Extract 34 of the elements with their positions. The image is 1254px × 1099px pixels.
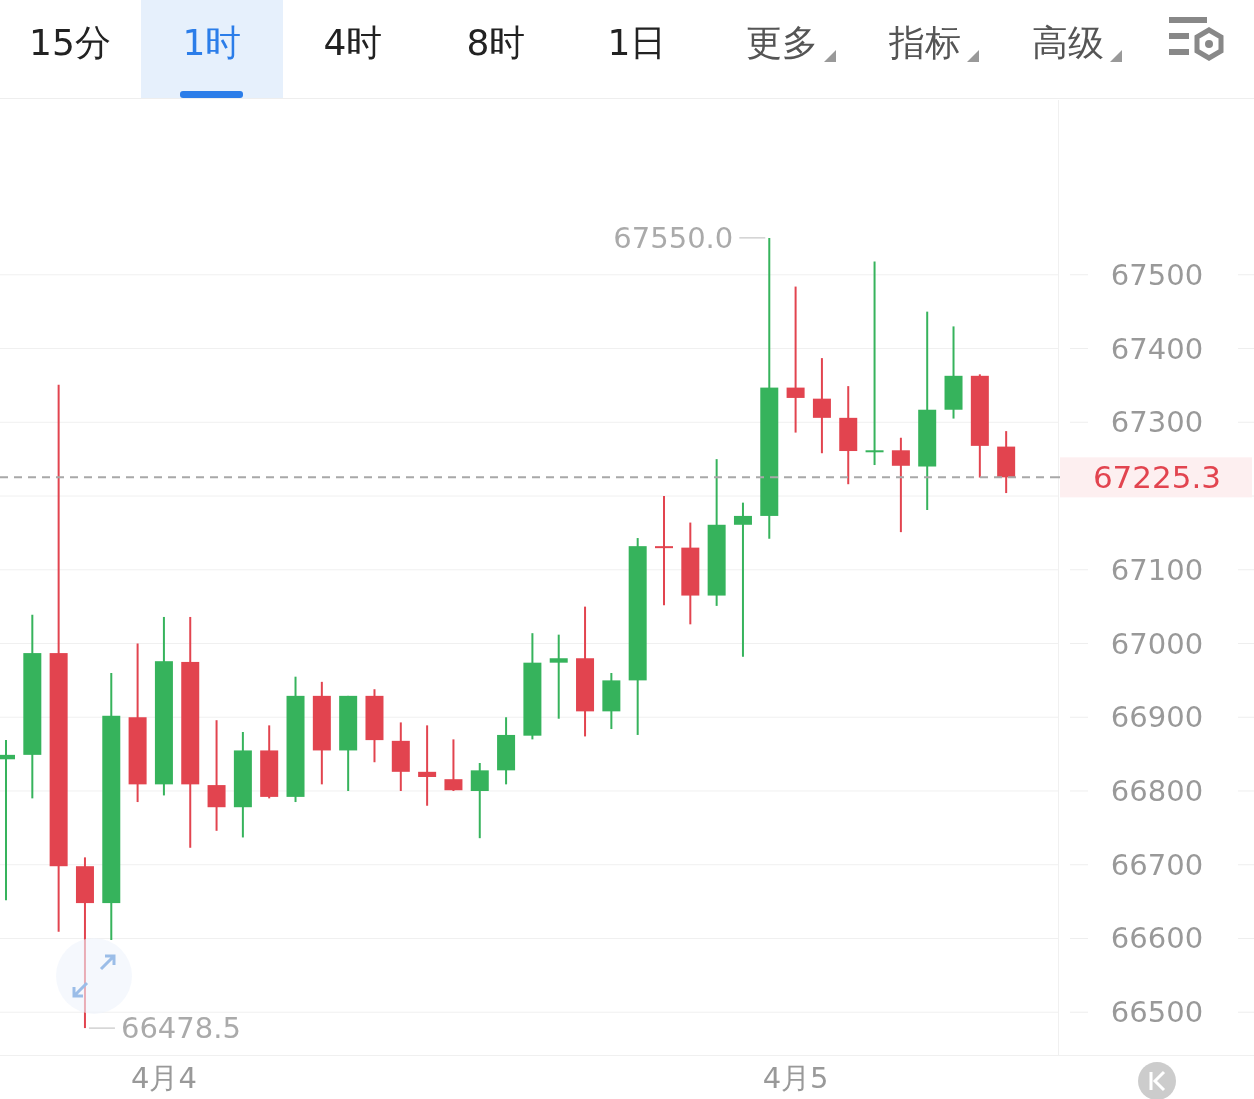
candlestick xyxy=(207,719,226,832)
y-tick-label: 67400 xyxy=(1110,331,1204,366)
annotation: 67550.0 xyxy=(613,220,734,255)
text: 1日 xyxy=(607,22,667,63)
text: 8时 xyxy=(466,22,526,63)
candlestick xyxy=(865,260,884,467)
text: 更多 xyxy=(746,22,818,63)
y-tick-label: 66600 xyxy=(1110,921,1204,956)
y-tick-label: 67500 xyxy=(1110,257,1204,292)
annotation: 66478.5 xyxy=(120,1011,241,1046)
text: 4时 xyxy=(323,22,383,63)
candlestick xyxy=(444,738,463,792)
y-tick-label: 66700 xyxy=(1110,847,1204,882)
candlestick xyxy=(470,761,489,840)
text: 1时 xyxy=(182,22,242,63)
ref-line-label: 67225.3 xyxy=(1092,459,1222,496)
y-tick-label: 66800 xyxy=(1110,773,1204,808)
text: 15分 xyxy=(29,22,111,63)
x-tick-label: 4月4 xyxy=(130,1061,197,1095)
candlestick xyxy=(786,285,805,434)
text: 指标 xyxy=(888,22,961,63)
text: 高级 xyxy=(1032,22,1104,63)
candlestick xyxy=(812,357,831,455)
candlestick xyxy=(549,633,568,720)
y-tick-label: 67300 xyxy=(1110,405,1204,440)
y-tick-label: 67100 xyxy=(1110,552,1204,587)
y-tick-label: 67000 xyxy=(1110,626,1204,661)
candlestick xyxy=(733,501,752,658)
x-tick-label: 4月5 xyxy=(762,1061,829,1095)
y-tick-label: 66500 xyxy=(1110,995,1204,1030)
candlestick xyxy=(418,724,437,807)
candlestick xyxy=(891,436,910,534)
y-tick-label: 66900 xyxy=(1110,700,1204,735)
candlestick xyxy=(655,495,673,607)
